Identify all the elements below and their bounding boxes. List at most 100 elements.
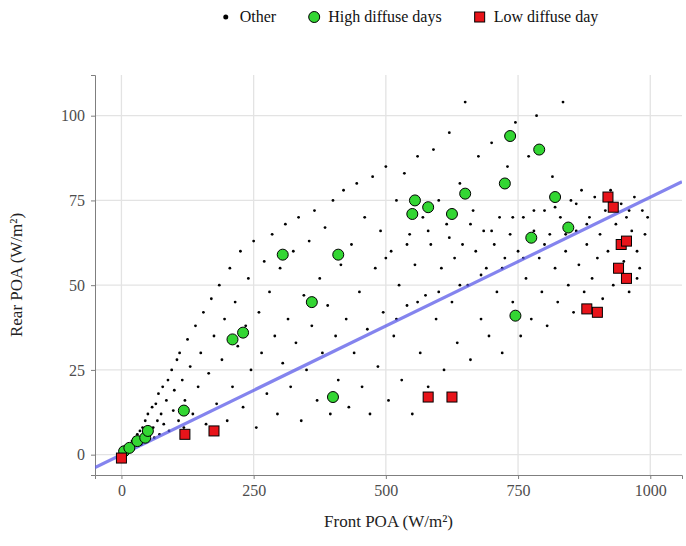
point [321,352,324,355]
y-tick-label: 50 [69,277,85,294]
point [300,419,303,422]
point [210,297,213,300]
point [337,379,340,382]
series-points [121,101,649,456]
x-tick-label: 250 [242,482,266,499]
point [142,425,153,436]
point [157,392,160,395]
point [570,199,573,202]
y-tick-mark [91,285,95,286]
point [345,318,348,321]
point [250,369,253,372]
point [384,257,387,260]
point [236,345,239,348]
point [295,341,298,344]
point [612,284,615,287]
point [313,209,316,212]
point [464,101,467,104]
point [305,369,308,372]
point [377,365,380,368]
point [461,243,464,246]
x-tick-mark [650,475,651,479]
point [371,175,374,178]
legend-item: Other [223,8,277,25]
point [538,257,541,260]
point [416,301,419,304]
point [369,413,372,416]
point [628,291,631,294]
point [209,426,219,436]
point [480,274,483,277]
legend-label: High diffuse days [328,8,441,26]
point [511,301,514,304]
point [448,236,451,239]
point [582,304,592,314]
point [646,216,649,219]
point [333,249,344,260]
point [488,335,491,338]
point [189,365,192,368]
point [469,223,472,226]
point [258,311,261,314]
legend-item: Low diffuse day [475,8,599,26]
x-tick: 250 [242,475,266,499]
point [139,430,142,433]
point [228,267,231,270]
legend-label: Other [240,8,277,25]
grid-line-y [95,369,682,370]
grid [95,75,682,475]
point [580,189,583,192]
point [276,413,279,416]
x-axis-line [96,476,683,480]
y-tick-mark [91,455,95,456]
point [608,202,618,212]
point [408,233,411,236]
y-tick-mark [91,200,95,201]
point [498,216,501,219]
point [318,277,321,280]
point [160,413,163,416]
point [448,131,451,134]
point [562,101,565,104]
point [326,304,329,307]
point [327,392,338,403]
point [390,250,393,253]
point [176,358,179,361]
point [625,216,628,219]
point [607,250,610,253]
grid-line-x [385,75,386,475]
y-tick: 0 [77,446,95,463]
x-tick-mark [254,475,255,479]
point [302,294,305,297]
point [514,121,517,124]
point [334,335,337,338]
point [534,144,545,155]
point [575,202,578,205]
point [207,372,210,375]
legend-symbol [223,15,228,20]
point [490,230,493,233]
point [550,192,561,203]
point [551,175,554,178]
point [546,324,549,327]
grid-line-y [95,454,682,455]
point [499,178,510,189]
point [503,257,506,260]
point [165,399,168,402]
point [501,352,504,355]
point [265,392,268,395]
point [411,413,414,416]
x-tick: 0 [118,475,126,499]
legend-symbol [475,12,485,22]
point [474,250,477,253]
point [543,243,546,246]
point [630,230,633,233]
point [170,369,173,372]
point [599,233,602,236]
point [406,304,409,307]
point [435,318,438,321]
point [186,338,189,341]
point [151,406,154,409]
point [308,240,311,243]
point [227,334,238,345]
